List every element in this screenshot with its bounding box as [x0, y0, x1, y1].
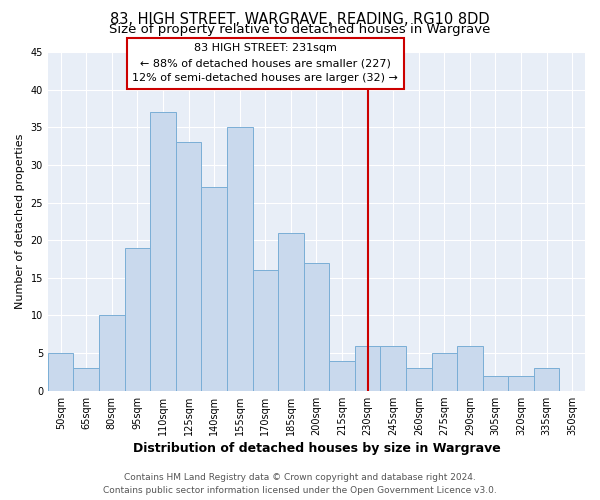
Bar	[278, 232, 304, 390]
Bar	[202, 188, 227, 390]
Y-axis label: Number of detached properties: Number of detached properties	[15, 134, 25, 309]
Bar	[431, 353, 457, 391]
Bar	[380, 346, 406, 391]
Bar	[355, 346, 380, 391]
Bar	[304, 262, 329, 390]
Text: 83, HIGH STREET, WARGRAVE, READING, RG10 8DD: 83, HIGH STREET, WARGRAVE, READING, RG10…	[110, 12, 490, 28]
Bar	[482, 376, 508, 390]
Bar	[457, 346, 482, 391]
Text: Contains HM Land Registry data © Crown copyright and database right 2024.
Contai: Contains HM Land Registry data © Crown c…	[103, 474, 497, 495]
Bar	[176, 142, 202, 390]
Bar	[99, 316, 125, 390]
Bar	[329, 360, 355, 390]
Bar	[508, 376, 534, 390]
Bar	[253, 270, 278, 390]
Bar	[406, 368, 431, 390]
Text: 83 HIGH STREET: 231sqm
← 88% of detached houses are smaller (227)
12% of semi-de: 83 HIGH STREET: 231sqm ← 88% of detached…	[133, 44, 398, 83]
Bar	[534, 368, 559, 390]
Bar	[150, 112, 176, 390]
Text: Size of property relative to detached houses in Wargrave: Size of property relative to detached ho…	[109, 22, 491, 36]
Bar	[227, 127, 253, 390]
Bar	[125, 248, 150, 390]
Bar	[73, 368, 99, 390]
X-axis label: Distribution of detached houses by size in Wargrave: Distribution of detached houses by size …	[133, 442, 500, 455]
Bar	[48, 353, 73, 391]
